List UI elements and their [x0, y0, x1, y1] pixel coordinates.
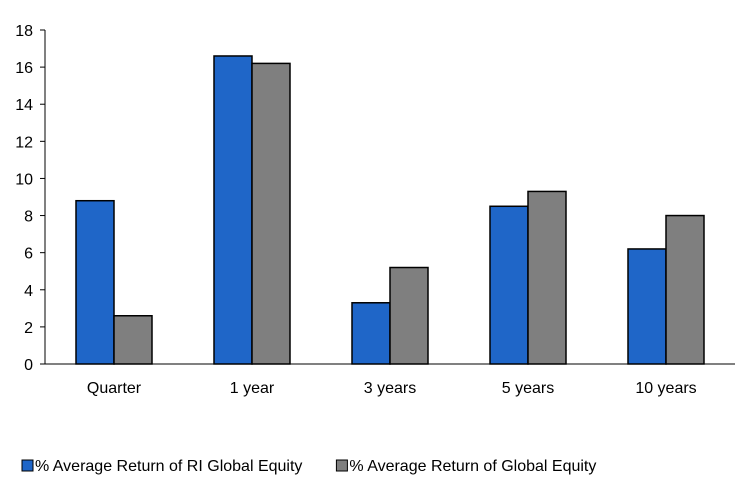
bar-global-equity-3-years — [389, 266, 429, 365]
y-tick-label: 6 — [24, 246, 33, 263]
x-axis: Quarter 1 year 3 years 5 years 10 years — [45, 363, 735, 397]
x-tick-label: 5 years — [502, 380, 554, 397]
y-tick-label: 8 — [24, 209, 33, 226]
bar-ri-global-equity-5-years — [489, 205, 529, 365]
y-tick-label: 14 — [15, 97, 33, 114]
bars-group — [75, 55, 705, 365]
bar-global-equity-10-years — [665, 214, 705, 365]
legend-swatch — [335, 459, 348, 472]
y-axis: 0 2 4 6 8 10 12 14 16 18 — [15, 23, 46, 374]
x-tick-label: 3 years — [364, 380, 416, 397]
x-tick-label: Quarter — [87, 380, 142, 397]
bar-ri-global-equity-10-years — [627, 248, 667, 365]
x-tick-label: 1 year — [230, 380, 275, 397]
legend: % Average Return of RI Global Equity % Av… — [21, 458, 596, 475]
bar-ri-global-equity-quarter — [75, 199, 115, 365]
y-tick-label: 0 — [24, 357, 33, 374]
x-tick-label: 10 years — [635, 380, 696, 397]
y-tick-label: 4 — [24, 283, 33, 300]
y-tick-label: 12 — [15, 134, 33, 151]
bar-global-equity-1-year — [251, 62, 291, 365]
legend-swatch — [21, 459, 34, 472]
y-tick-label: 16 — [15, 60, 33, 77]
bar-ri-global-equity-3-years — [351, 302, 391, 365]
legend-label: % Average Return of RI Global Equity — [35, 458, 302, 475]
y-tick-label: 10 — [15, 171, 33, 188]
y-tick-label: 18 — [15, 23, 33, 40]
y-tick-label: 2 — [24, 320, 33, 337]
bar-ri-global-equity-1-year — [213, 55, 253, 365]
bar-global-equity-quarter — [113, 315, 153, 365]
legend-label: % Average Return of Global Equity — [349, 458, 596, 475]
bar-global-equity-5-years — [527, 190, 567, 365]
